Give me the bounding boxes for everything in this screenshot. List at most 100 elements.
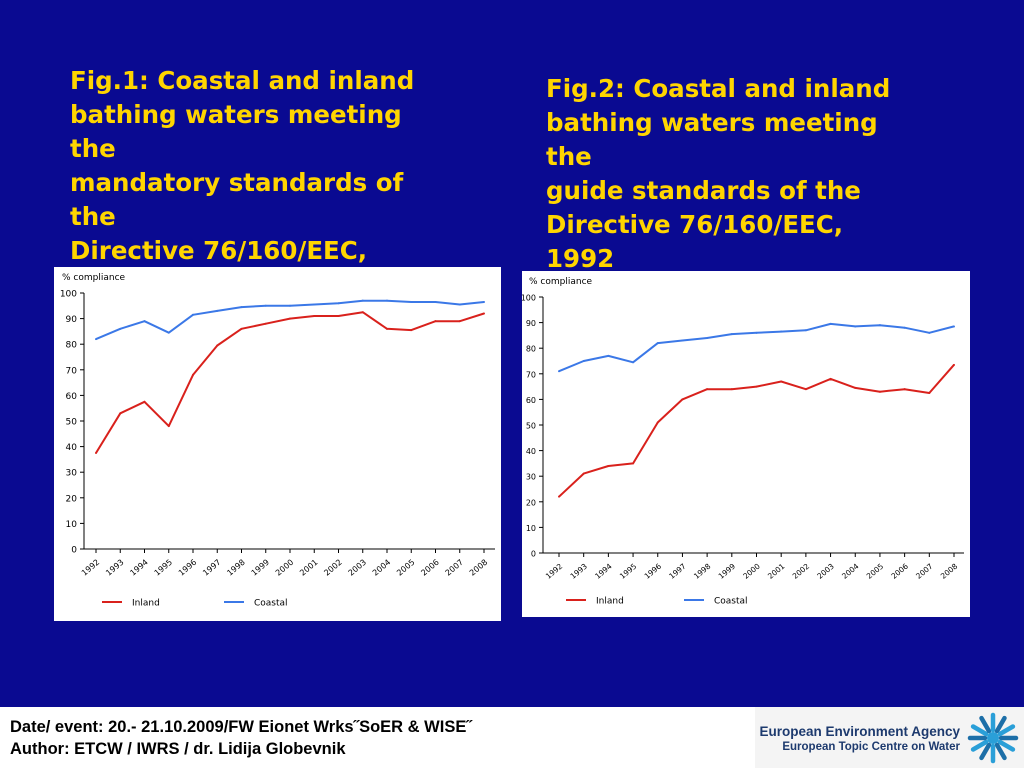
- fig1-y-tick-label: 60: [66, 392, 78, 402]
- fig2-inland-point: [804, 388, 807, 391]
- fig1-x-tick-label: 2005: [395, 558, 416, 578]
- fig1-coastal-point: [289, 304, 291, 307]
- fig2-coastal-point: [953, 325, 955, 328]
- fig2-coastal-series-line: [558, 322, 955, 373]
- fig1-x-tick-label: 1992: [80, 558, 101, 578]
- fig1-coastal-point: [337, 302, 340, 305]
- fig2-coastal-point: [780, 330, 783, 333]
- fig2-coastal-point: [558, 370, 560, 373]
- fig1-inland-point: [313, 315, 316, 318]
- fig2-inland-point: [903, 388, 906, 391]
- fig1-inland-point: [143, 400, 146, 403]
- fig1-y-tick-label: 100: [60, 290, 77, 300]
- footer-date-event: Date/ event: 20.- 21.10.2009/FW Eionet W…: [10, 718, 472, 736]
- fig2-y-axis-label: % compliance: [529, 277, 593, 287]
- fig2-y-tick-label: 30: [526, 473, 536, 482]
- fig1-y-axis-label: % compliance: [62, 273, 126, 283]
- fig1-coastal-point: [434, 300, 437, 303]
- fig1-y-tick-label: 10: [66, 520, 78, 530]
- eea-brand: European Environment Agency European Top…: [755, 707, 1024, 768]
- fig1-x-tick-label: 2008: [468, 558, 489, 578]
- fig1-x-tick-label: 2001: [298, 558, 319, 578]
- fig1-chart-panel: % compliance 0 10 20 30 40 50 60 70 80 90 100 1992 19…: [54, 267, 501, 621]
- fig2-coastal-point: [804, 329, 807, 332]
- fig2-x-tick-label: 2001: [766, 561, 787, 580]
- logo-ray: [970, 739, 989, 752]
- fig2-inland-point: [681, 398, 684, 401]
- fig1-legend-coastal-label: Coastal: [254, 599, 288, 609]
- fig1-inland-point: [458, 320, 461, 323]
- fig1-coastal-point: [95, 338, 97, 341]
- fig2-x-tick-label: 2004: [840, 561, 861, 580]
- logo-center: [987, 732, 999, 744]
- fig2-coastal-point: [755, 331, 758, 334]
- fig1-y-tick-label: 90: [66, 315, 78, 325]
- logo-ray: [997, 724, 1016, 737]
- fig2-x-tick-label: 1992: [544, 561, 565, 580]
- topic-centre-name: European Topic Centre on Water: [782, 741, 960, 753]
- fig1-inland-point: [119, 412, 122, 415]
- logo-ray: [979, 742, 992, 761]
- fig1-coastal-point: [167, 331, 170, 334]
- fig2-coastal-point: [656, 342, 659, 345]
- fig2-coastal-point: [903, 326, 906, 329]
- fig1-inland-point: [95, 452, 97, 454]
- fig1-inland-point: [386, 327, 388, 330]
- fig2-x-tick-label: 2005: [865, 561, 886, 580]
- fig2-y-tick-label: 40: [526, 447, 536, 456]
- fig2-y-tick-label: 20: [526, 498, 536, 507]
- fig2-inland-series-line: [558, 364, 955, 498]
- footer-author: Author: ETCW / IWRS / dr. Lidija Globevn…: [10, 740, 346, 758]
- logo-ray: [970, 724, 989, 737]
- fig1-inland-point: [361, 311, 364, 314]
- fig1-coastal-point: [216, 309, 219, 312]
- fig2-inland-point: [582, 472, 585, 475]
- fig1-x-tick-label: 2006: [419, 558, 440, 578]
- fig2-inland-point: [706, 388, 709, 391]
- fig1-coastal-point: [313, 303, 316, 306]
- fig1-x-tick-label: 1999: [250, 558, 271, 578]
- fig2-inland-point: [607, 464, 610, 467]
- fig1-inland-point: [264, 322, 267, 325]
- fig2-x-tick-label: 1998: [692, 561, 713, 580]
- fig1-coastal-point: [458, 303, 461, 306]
- agency-name: European Environment Agency: [759, 724, 960, 739]
- fig2-coastal-point: [878, 324, 881, 327]
- fig1-x-tick-label: 1995: [153, 558, 174, 578]
- fig2-x-tick-label: 2002: [791, 561, 812, 580]
- fig1-y-tick-label: 80: [66, 341, 78, 351]
- fig1-coastal-point: [119, 327, 122, 330]
- logo-ray: [994, 715, 1007, 734]
- fig2-chart-panel: % compliance 0 10 20 30 40 50 60 70 80 90 100 1992 19…: [522, 271, 970, 617]
- fig2-y-tick-label: 90: [526, 319, 536, 328]
- fig2-inland-point: [755, 385, 758, 388]
- fig1-inland-point: [337, 315, 340, 318]
- fig1-coastal-point: [410, 300, 413, 303]
- fig2-x-tick-label: 2006: [889, 561, 910, 580]
- fig2-inland-point: [780, 380, 783, 383]
- fig1-coastal-point: [192, 313, 194, 316]
- fig1-inland-point: [289, 317, 291, 320]
- fig2-coastal-point: [706, 336, 709, 339]
- logo-ray: [997, 739, 1016, 752]
- fig1-x-tick-label: 1996: [177, 558, 198, 578]
- fig1-coastal-point: [361, 299, 364, 302]
- fig2-x-tick-label: 1999: [717, 561, 738, 580]
- logo-ray: [979, 715, 992, 734]
- fig1-x-tick-label: 2004: [371, 558, 392, 578]
- fig2-y-tick-label: 10: [526, 524, 536, 533]
- fig1-y-tick-label: 20: [66, 494, 78, 504]
- fig2-inland-point: [878, 390, 881, 393]
- fig1-inland-point: [434, 320, 437, 323]
- fig2-inland-point: [656, 421, 659, 424]
- fig1-coastal-point: [240, 306, 243, 309]
- fig1-inland-point: [192, 373, 194, 376]
- fig2-coastal-point: [854, 325, 857, 328]
- fig2-x-tick-label: 2008: [939, 561, 960, 580]
- fig2-coastal-point: [928, 331, 931, 334]
- fig2-y-tick-label: 60: [526, 396, 536, 405]
- fig2-y-tick-label: 100: [522, 294, 536, 303]
- fig2-x-tick-label: 1995: [618, 561, 639, 580]
